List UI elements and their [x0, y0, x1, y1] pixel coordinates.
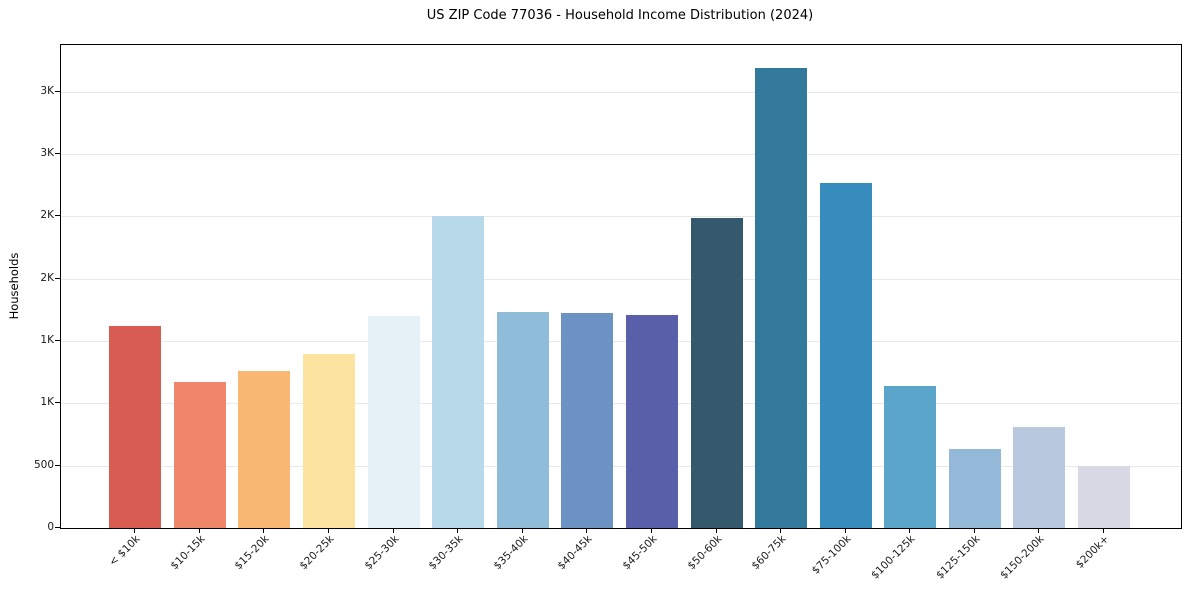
x-tick-mark — [909, 528, 911, 533]
gridline — [61, 341, 1181, 343]
x-tick-mark — [263, 528, 265, 533]
y-tick-mark — [55, 215, 60, 217]
bar-$20-25k — [303, 353, 356, 528]
y-tick-label: 1K — [40, 334, 54, 347]
x-tick-mark — [392, 528, 394, 533]
x-tick-mark — [198, 528, 200, 533]
x-tick-mark — [521, 528, 523, 533]
gridline — [61, 91, 1181, 93]
x-tick-mark — [586, 528, 588, 533]
x-tick-mark — [134, 528, 136, 533]
y-tick-mark — [55, 402, 60, 404]
plot-area — [60, 44, 1182, 529]
bar-$200k+ — [1078, 465, 1130, 528]
gridline — [61, 216, 1181, 218]
bar-$100-125k — [884, 385, 937, 528]
x-tick-mark — [1038, 528, 1040, 533]
y-tick-mark — [55, 340, 60, 342]
gridline — [61, 278, 1181, 280]
chart-title: US ZIP Code 77036 - Household Income Dis… — [426, 8, 814, 23]
y-tick-mark — [55, 277, 60, 279]
x-tick-mark — [973, 528, 975, 533]
bar-$50-60k — [690, 217, 743, 528]
bar-$15-20k — [238, 370, 291, 528]
x-tick-mark — [844, 528, 846, 533]
gridline — [61, 465, 1181, 467]
x-tick-mark — [650, 528, 652, 533]
bar-$125-150k — [948, 449, 1001, 528]
y-tick-label: 2K — [40, 209, 54, 222]
y-tick-mark — [55, 527, 60, 528]
gridline — [61, 403, 1181, 405]
bar-$10-15k — [173, 382, 226, 528]
y-axis-title: Households — [7, 252, 21, 320]
y-tick-mark — [55, 464, 60, 466]
x-tick-mark — [780, 528, 782, 533]
y-tick-label: 500 — [33, 458, 54, 471]
y-tick-label: 3K — [40, 84, 54, 97]
x-tick-mark — [1103, 528, 1104, 533]
y-tick-label: 1K — [40, 396, 54, 409]
x-tick-label: < $10k — [107, 533, 143, 569]
bar-$150-200k — [1013, 427, 1066, 528]
y-tick-label: 0 — [47, 521, 54, 533]
y-tick-label: 2K — [40, 271, 54, 284]
x-tick-mark — [328, 528, 330, 533]
y-tick-mark — [55, 90, 60, 92]
gridline — [61, 154, 1181, 156]
bar-$25-30k — [367, 316, 420, 528]
bar-< $10k — [109, 326, 162, 528]
bar-$45-50k — [625, 314, 678, 528]
bar-$60-75k — [755, 68, 808, 528]
bar-$35-40k — [496, 311, 549, 528]
bar-$75-100k — [819, 183, 872, 528]
y-tick-mark — [55, 153, 60, 155]
bar-$30-35k — [432, 216, 485, 528]
bar-$40-45k — [561, 313, 614, 528]
x-tick-mark — [457, 528, 459, 533]
y-tick-label: 3K — [40, 147, 54, 160]
x-tick-mark — [715, 528, 717, 533]
